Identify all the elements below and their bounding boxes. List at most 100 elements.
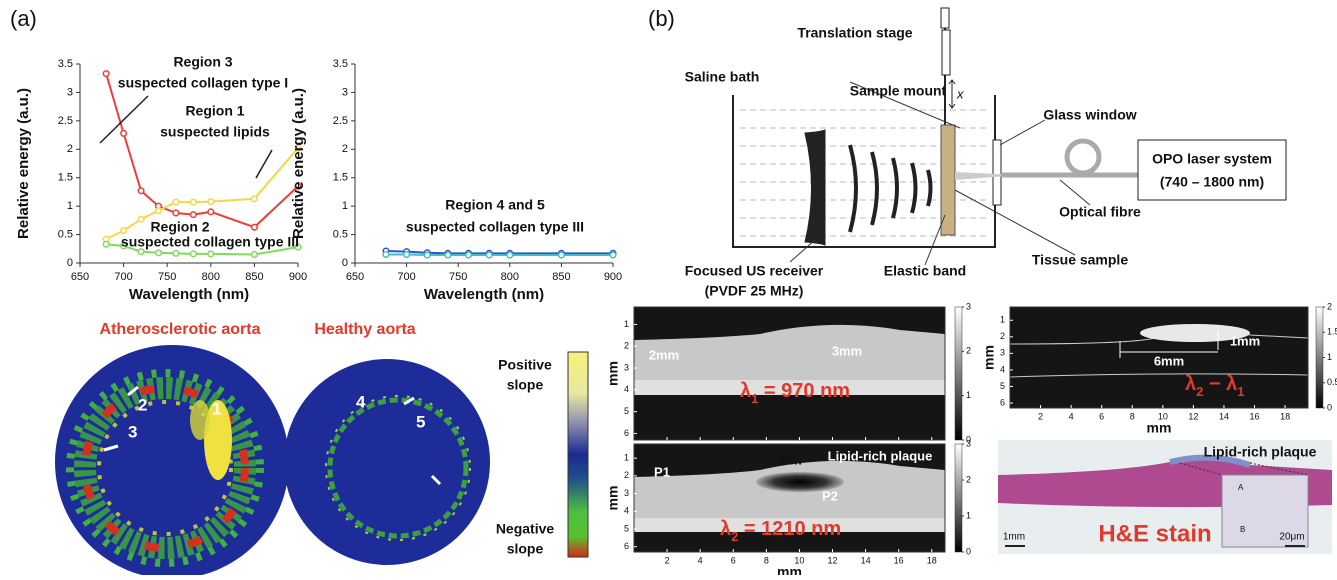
x-tick-label: 12: [1188, 411, 1198, 421]
y-tick-label: 6: [1000, 397, 1005, 407]
histology-label: H&E stain: [1098, 520, 1211, 547]
colorbar-tick-label: 2: [1327, 301, 1332, 311]
x-tick-label: 4: [698, 555, 703, 565]
y-tick-label: 2: [624, 341, 629, 351]
x-tick-label: 8: [764, 443, 769, 453]
colorbar-tick-label: 2: [966, 346, 971, 356]
x-tick-label: 4: [698, 443, 703, 453]
colorbar-label: slope: [507, 377, 544, 393]
colorbar-tick-label: 3: [966, 301, 971, 311]
y-axis-label: Relative energy (a.u.): [15, 88, 32, 239]
series-line: [386, 251, 613, 253]
colorbar-tick-label: 0.5: [1327, 377, 1337, 387]
data-point: [103, 241, 109, 247]
annotation: suspected collagen type III: [121, 234, 299, 250]
y-tick-label: 4: [624, 506, 629, 516]
x-tick-label: 6: [1099, 411, 1104, 421]
x-tick-label: 14: [861, 555, 871, 565]
image-annotation: 6mm: [1154, 353, 1184, 368]
x-tick-label: 6: [731, 555, 736, 565]
data-point: [156, 208, 162, 214]
colorbar-label: slope: [507, 541, 544, 557]
y-tick-label: 2: [624, 470, 629, 480]
series-name: Region 2: [150, 219, 209, 235]
diagram-label: OPO laser system: [1152, 151, 1272, 167]
wavelength-label: λ2 = 1210 nm: [720, 518, 841, 544]
x-tick-label: 800: [202, 271, 220, 283]
x-tick-label: 850: [245, 271, 263, 283]
histology-label: 20μm: [1279, 532, 1304, 543]
data-point: [173, 199, 179, 205]
x-tick-label: 750: [158, 271, 176, 283]
wavelength-part: 1: [1237, 384, 1244, 399]
x-tick-label: 16: [894, 555, 904, 565]
data-point: [445, 252, 451, 258]
data-point: [103, 71, 109, 77]
data-point: [507, 252, 513, 258]
data-point: [121, 131, 127, 137]
region-label: 5: [416, 412, 425, 431]
series-name: Region 4 and 5: [445, 197, 545, 213]
image-annotation: P2: [822, 488, 838, 503]
image-annotation: 1mm: [1230, 333, 1260, 348]
data-point: [404, 252, 410, 258]
colorbar-tick-label: 3: [966, 438, 971, 448]
wavelength-part: 2: [731, 529, 738, 544]
wavelength-part: 2: [1196, 384, 1203, 399]
diagram-label: Translation stage: [797, 25, 912, 41]
y-tick-label: 2: [67, 143, 73, 155]
x-tick-label: 650: [71, 271, 89, 283]
y-tick-label: 4: [624, 384, 629, 394]
y-tick-label: 3: [624, 488, 629, 498]
y-tick-label: 1: [342, 200, 348, 212]
x-tick-label: 750: [449, 271, 467, 283]
colorbar-tick-label: 0: [1327, 402, 1332, 412]
diagram-label: Saline bath: [685, 69, 760, 85]
polar-atherosclerotic: [55, 345, 289, 575]
y-tick-label: 6: [624, 541, 629, 551]
wavelength-part: = 1210 nm: [738, 518, 841, 540]
colorbar-tick-label: 1: [966, 390, 971, 400]
y-tick-label: 5: [624, 406, 629, 416]
wavelength-label: λ2 − λ1: [1185, 373, 1245, 399]
data-point: [191, 251, 197, 257]
data-point: [191, 212, 197, 218]
diagram-label: Optical fibre: [1059, 204, 1141, 220]
x-tick-label: 8: [1130, 411, 1135, 421]
data-point: [191, 199, 197, 205]
colorbar-tick-label: 1.5: [1327, 327, 1337, 337]
data-point: [173, 210, 179, 216]
series-line: [106, 74, 298, 228]
figure: (a) (b) Atherosclerotic aorta Healthy ao…: [0, 0, 1337, 575]
data-point: [610, 252, 616, 258]
image-annotation: 3mm: [832, 343, 862, 358]
diagram-label: Tissue sample: [1032, 252, 1128, 268]
colorbar-label: Positive: [498, 357, 552, 373]
data-point: [252, 224, 258, 230]
image-annotation: P1: [654, 464, 670, 479]
y-axis-label: Relative energy (a.u.): [290, 88, 307, 239]
histology-label: A: [1238, 483, 1244, 492]
data-point: [138, 188, 144, 194]
y-tick-label: 2.5: [333, 115, 348, 127]
x-axis-label: Wavelength (nm): [424, 286, 544, 303]
polar-healthy: [284, 359, 490, 565]
diagram-label: Glass window: [1043, 107, 1136, 123]
x-tick-label: 8: [764, 555, 769, 565]
slope-colorbar: [568, 352, 588, 557]
x-tick-label: 12: [828, 555, 838, 565]
wavelength-part: λ: [720, 518, 731, 540]
y-tick-label: 0.5: [333, 228, 348, 240]
colorbar-tick-label: 1: [1327, 352, 1332, 362]
panel-label: (b): [648, 6, 675, 31]
x-tick-label: 2: [665, 555, 670, 565]
y-tick-label: 3: [67, 86, 73, 98]
data-point: [156, 250, 162, 256]
x-tick-label: 900: [289, 271, 307, 283]
x-tick-label: 6: [731, 443, 736, 453]
x-tick-label: 18: [927, 555, 937, 565]
wavelength-part: = 970 nm: [758, 380, 850, 402]
image-annotation: 2mm: [649, 347, 679, 362]
data-point: [559, 252, 565, 258]
colorbar-tick-label: 1: [966, 510, 971, 520]
